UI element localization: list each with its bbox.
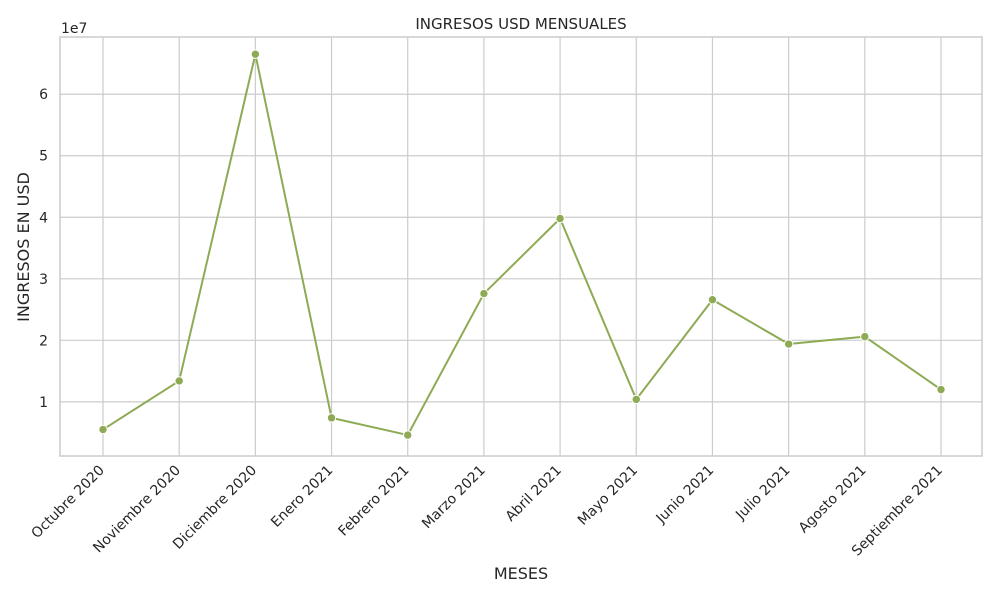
data-point <box>479 288 489 299</box>
y-tick-label: 6 <box>39 87 48 103</box>
x-tick-label: Febrero 2021 <box>336 463 413 540</box>
data-point <box>326 413 337 423</box>
x-tick-label: Enero 2021 <box>268 463 336 531</box>
series-markers <box>98 49 946 440</box>
y-axis-label: INGRESOS EN USD <box>14 172 33 322</box>
chart-title: INGRESOS USD MENSUALES <box>415 15 626 33</box>
data-point <box>174 376 184 386</box>
data-point <box>250 49 261 59</box>
x-tick-label: Junio 2021 <box>653 463 718 528</box>
y-tick-label: 5 <box>39 149 48 165</box>
y-tick-label: 1 <box>39 395 48 411</box>
x-tick-label: Diciembre 2020 <box>170 463 260 553</box>
data-point <box>631 394 641 405</box>
data-point <box>555 213 565 224</box>
data-point <box>707 295 718 305</box>
x-tick-label: Octubre 2020 <box>29 463 108 542</box>
y-axis-offset-label: 1e7 <box>61 21 87 37</box>
series-line <box>102 53 942 437</box>
y-tick-label: 3 <box>39 272 48 288</box>
plot-frame <box>59 36 983 457</box>
y-axis-ticks: 1 2 3 4 5 6 <box>39 87 48 411</box>
data-point <box>936 384 946 395</box>
data-point <box>98 424 108 435</box>
y-tick-label: 4 <box>39 210 48 226</box>
x-tick-label: Mayo 2021 <box>575 463 641 529</box>
y-tick-label: 2 <box>39 333 48 349</box>
data-point <box>783 339 794 349</box>
x-tick-label: Abril 2021 <box>503 463 565 525</box>
x-tick-label: Julio 2021 <box>732 463 793 524</box>
x-tick-label: Agosto 2021 <box>796 463 870 537</box>
data-point <box>403 430 413 440</box>
grid-lines <box>60 37 982 456</box>
x-tick-label: Marzo 2021 <box>419 463 489 533</box>
data-point <box>860 331 870 342</box>
x-axis-label: MESES <box>494 564 548 583</box>
